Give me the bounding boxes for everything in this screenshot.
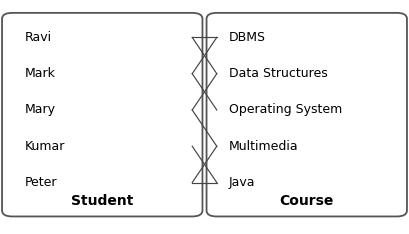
Text: Student: Student xyxy=(71,194,133,208)
Text: Kumar: Kumar xyxy=(25,140,65,153)
Text: Mary: Mary xyxy=(25,103,56,117)
Text: Peter: Peter xyxy=(25,176,57,189)
Text: DBMS: DBMS xyxy=(229,31,266,44)
Text: Data Structures: Data Structures xyxy=(229,67,328,80)
Text: Operating System: Operating System xyxy=(229,103,342,117)
Text: Multimedia: Multimedia xyxy=(229,140,299,153)
Text: Ravi: Ravi xyxy=(25,31,52,44)
Text: Mark: Mark xyxy=(25,67,55,80)
Text: Java: Java xyxy=(229,176,256,189)
Text: Course: Course xyxy=(280,194,334,208)
